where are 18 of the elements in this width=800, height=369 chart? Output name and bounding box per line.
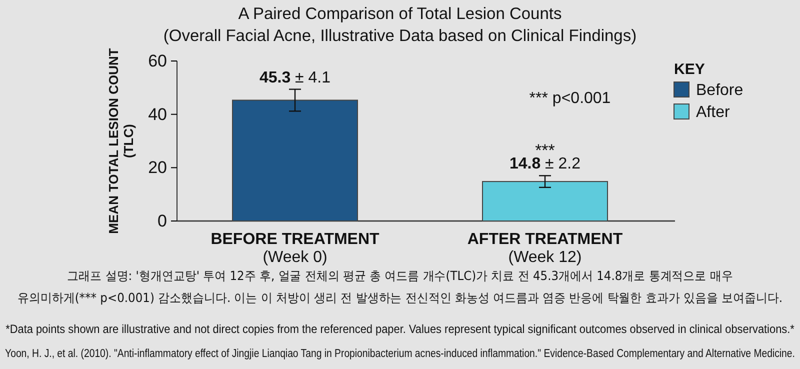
legend-label: Before xyxy=(696,82,744,99)
legend-title: KEY xyxy=(674,61,705,78)
chart-subtitle: (Overall Facial Acne, Illustrative Data based on Clinical Findings) xyxy=(163,27,637,45)
annotation: *** p<0.001 xyxy=(529,90,611,107)
legend-label: After xyxy=(696,104,730,121)
data-label: 14.8 ± 2.2 xyxy=(509,156,581,173)
y-tick-label: 60 xyxy=(148,51,167,70)
text: Yoon, H. J., et al. (2010). "Anti-inflammatory effect of Jingjie Lianqiao Tang in Propionibacterium acnes-induced inflammation." Evidence-Based Complementary and Alternative Medicine. xyxy=(5,347,795,360)
y-axis-title: MEAN TOTAL LESION COUNT (TLC) xyxy=(106,48,136,234)
text: 그래프 설명: '형개연교탕' 투여 12주 후, 얼굴 전체의 평균 총 여드름 개수(TLC)가 치료 전 45.3개에서 14.8개로 통계적으로 매우 유의미하게(*** p<0.001) 감소했습니다. 이는 이 처방이 생리 전 발생하는 전신적인 화농성 여드름과 염증 반응에 탁월한 효과가 있음을 보여줍니다. xyxy=(17,268,783,306)
text: *Data points shown are illustrative and not direct copies from the referenced paper. Values represent typical significant outcomes observed in clinical observations.* xyxy=(6,324,795,336)
chart-title: A Paired Comparison of Total Lesion Counts xyxy=(238,5,562,23)
y-tick-label: 0 xyxy=(158,211,167,230)
data-label: 45.3 ± 4.1 xyxy=(259,69,331,86)
y-tick-label: 40 xyxy=(148,104,167,124)
x-tick-label: BEFORE TREATMENT (Week 0) xyxy=(210,231,380,266)
x-tick-label: AFTER TREATMENT (Week 12) xyxy=(467,231,623,266)
y-tick-label: 20 xyxy=(148,158,167,178)
